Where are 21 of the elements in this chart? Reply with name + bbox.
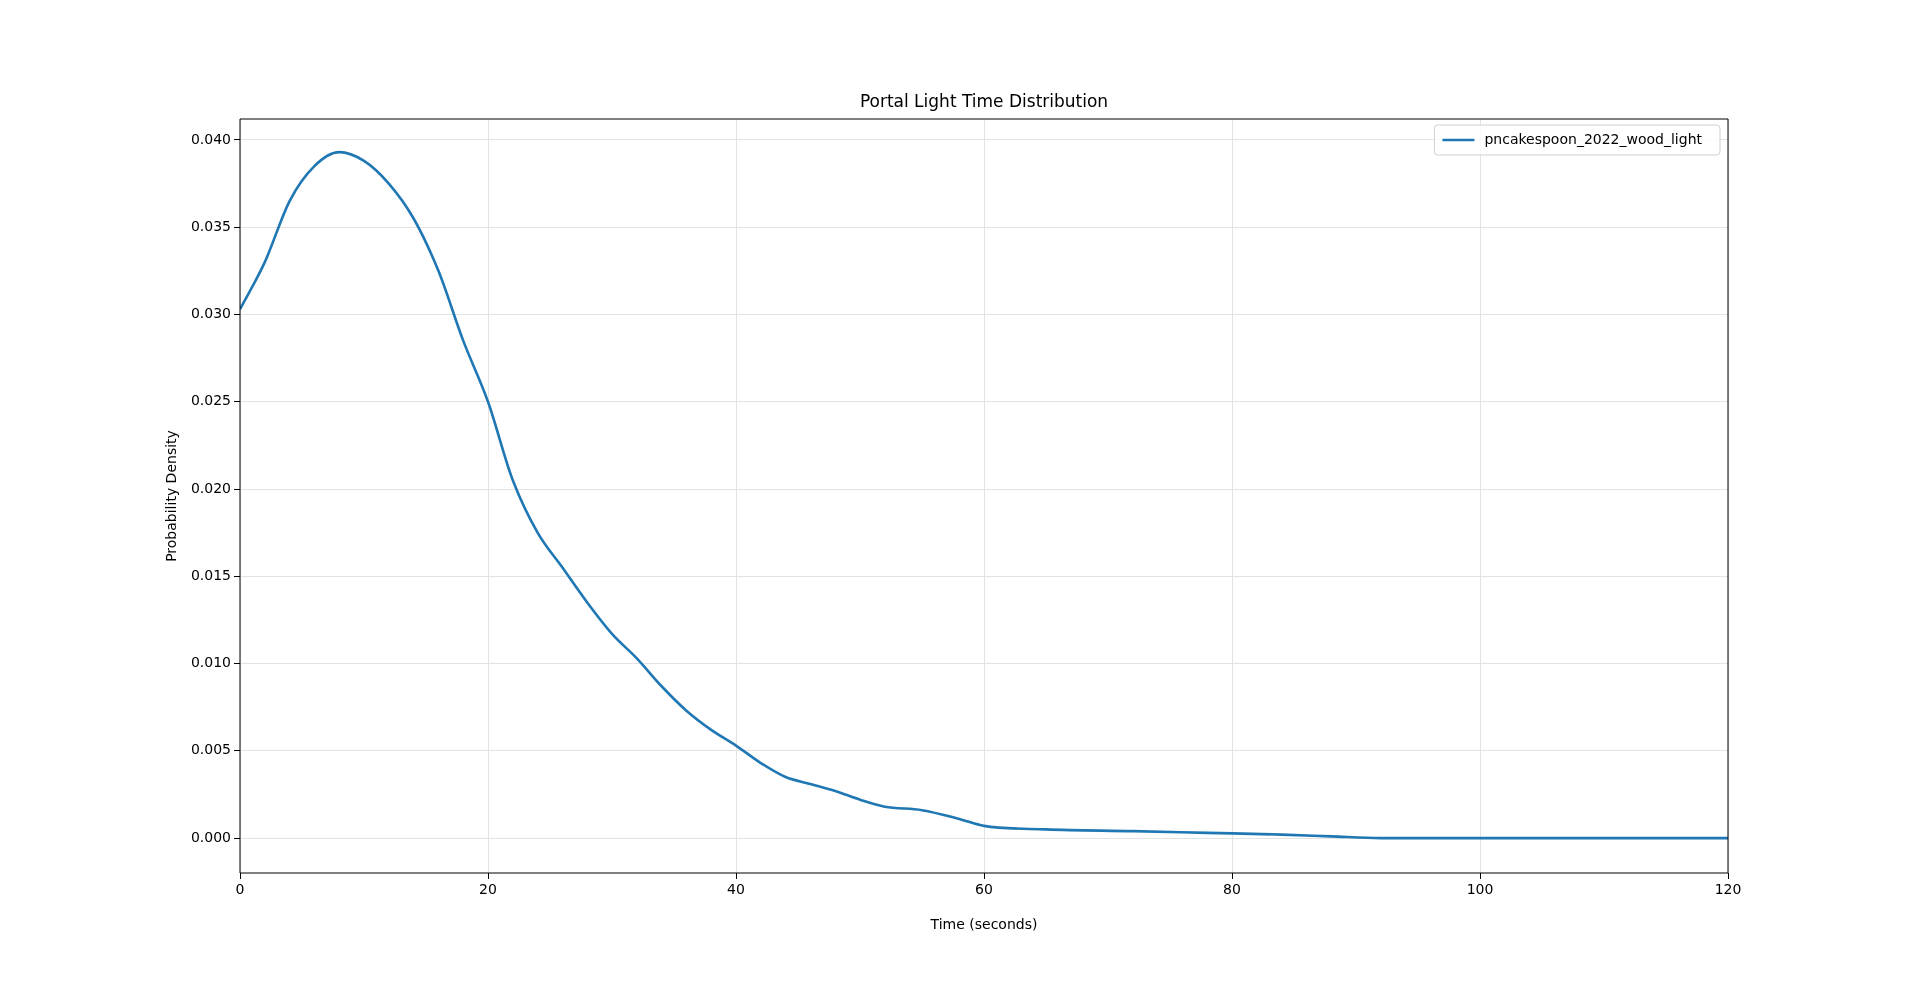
x-tick-label: 0 <box>235 881 245 898</box>
x-tick-label: 60 <box>975 881 993 898</box>
x-axis-title: Time (seconds) <box>929 915 1038 932</box>
y-tick-label: 0.010 <box>190 654 231 671</box>
y-tick-label: 0.020 <box>190 479 231 496</box>
y-tick-label: 0.000 <box>190 828 231 845</box>
x-tick-label: 40 <box>727 881 745 898</box>
x-tick-label: 100 <box>1466 881 1494 898</box>
y-tick-label: 0.005 <box>190 741 231 758</box>
y-axis-title: Probability Density <box>162 430 179 562</box>
x-tick-label: 20 <box>479 881 497 898</box>
y-tick-label: 0.030 <box>190 305 231 322</box>
y-tick-label: 0.025 <box>190 392 231 409</box>
y-tick-label: 0.035 <box>190 217 231 234</box>
y-tick-label: 0.040 <box>190 130 231 147</box>
x-tick-label: 120 <box>1714 881 1742 898</box>
chart-title: Portal Light Time Distribution <box>859 90 1109 111</box>
x-tick-label: 80 <box>1223 881 1241 898</box>
legend-label: pncakespoon_2022_wood_light <box>1484 130 1703 147</box>
y-tick-label: 0.015 <box>190 566 231 583</box>
line-series <box>240 150 1728 840</box>
